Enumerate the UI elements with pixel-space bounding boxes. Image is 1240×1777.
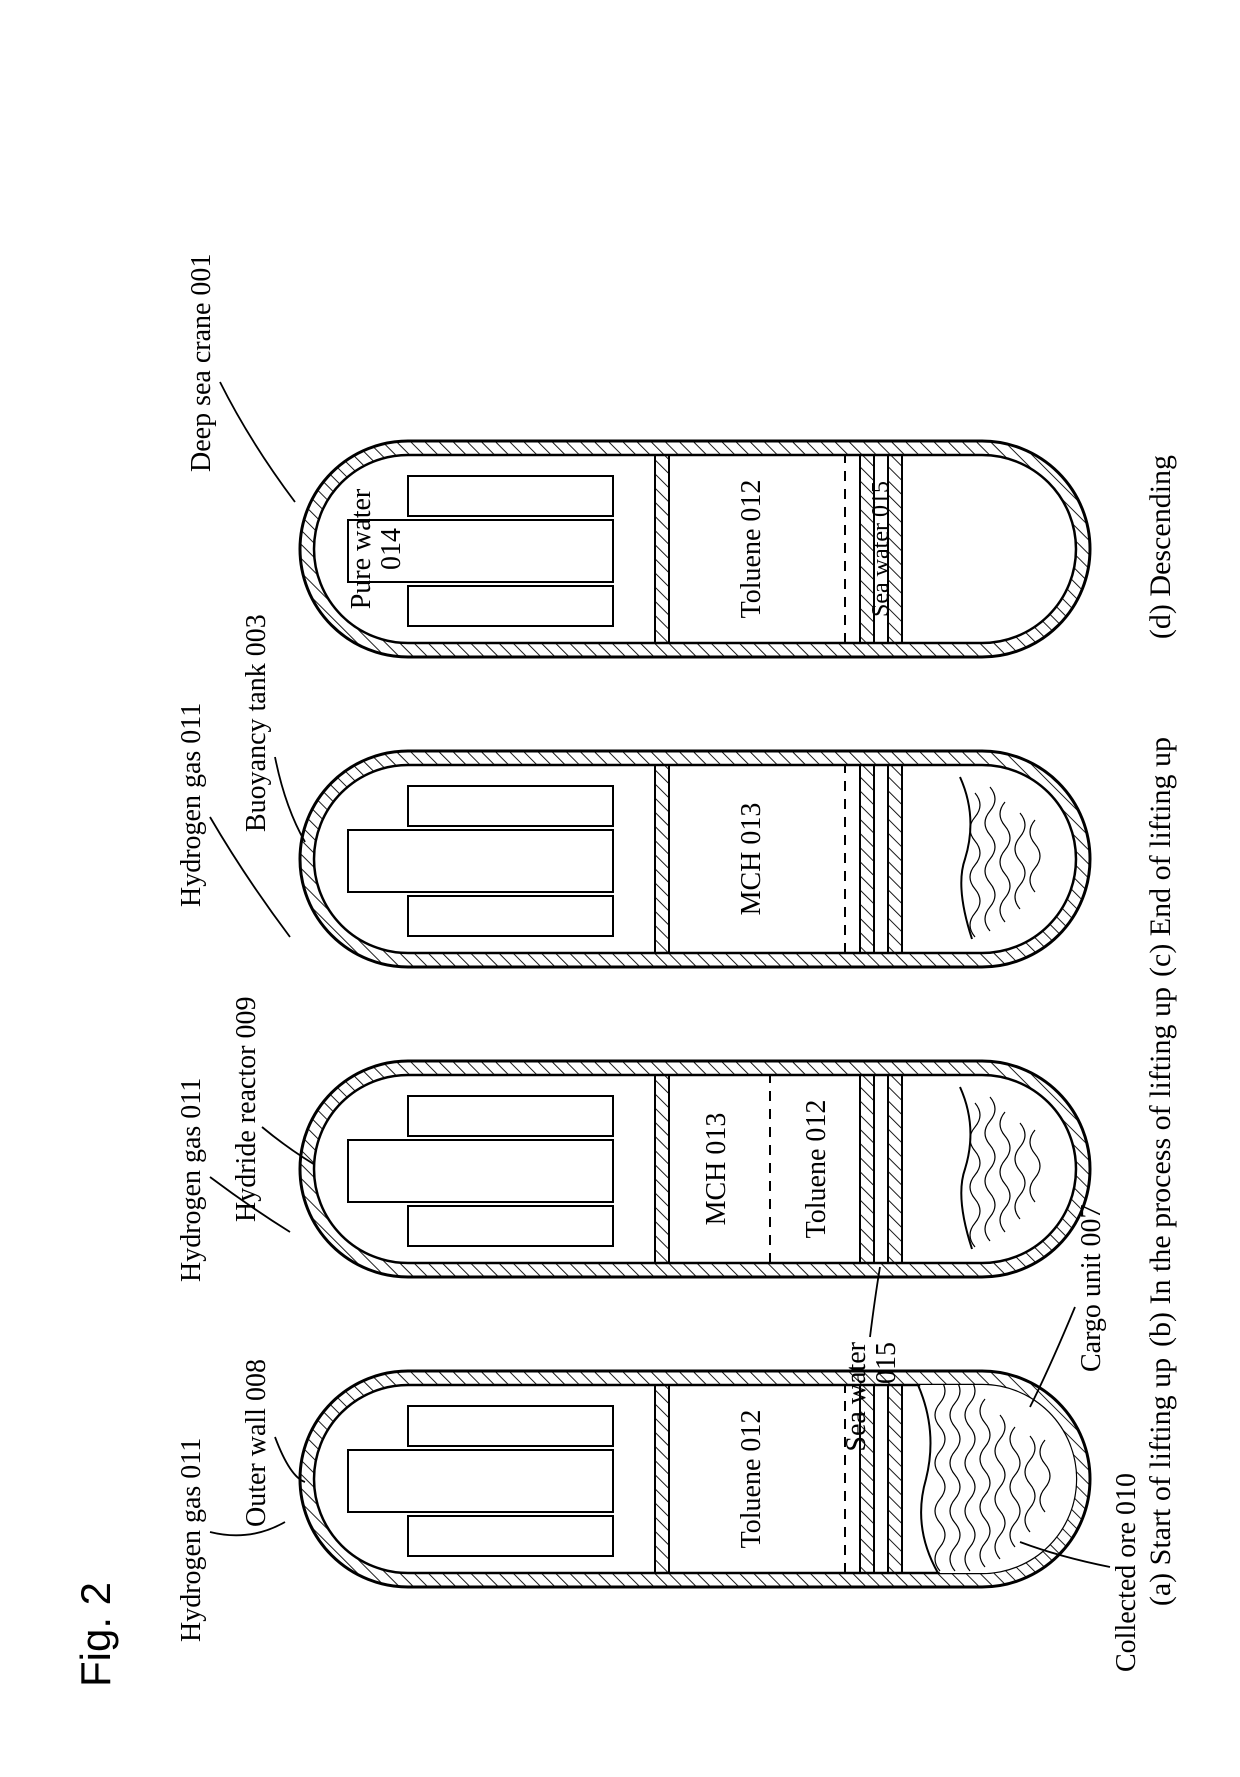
label-seawater-d: Sea water 015	[868, 481, 894, 617]
label-deep-sea-crane: Deep sea crane 001	[186, 254, 217, 472]
caption-c: (c) End of lifting up	[1144, 737, 1177, 977]
label-seawater-side: Sea water	[841, 1341, 872, 1451]
label-pure-water-num: 014	[376, 528, 407, 570]
capsule-d: Pure water 014 Toluene 012 Sea water 015	[300, 441, 1090, 657]
label-outer-wall: Outer wall 008	[241, 1359, 272, 1527]
leader-line	[210, 817, 290, 937]
label-buoyancy-tank: Buoyancy tank 003	[241, 614, 272, 832]
label-collected-ore: Collected ore 010	[1111, 1473, 1142, 1672]
caption-a: (a) Start of lifting up	[1144, 1358, 1177, 1606]
capsule-a: Toluene 012	[300, 1371, 1090, 1587]
label-toluene-a: Toluene 012	[736, 1410, 767, 1549]
label-seawater-side-num: 015	[871, 1342, 902, 1384]
label-hydrogen-gas-b: Hydrogen gas 011	[176, 1078, 207, 1282]
label-pure-water: Pure water	[346, 488, 377, 609]
caption-d: (d) Descending	[1144, 455, 1177, 639]
leader-line	[275, 757, 305, 842]
figure-canvas: Fig. 2 Hydrogen gas 011 Outer wall 008 H…	[0, 0, 1240, 1777]
label-mch-b: MCH 013	[701, 1113, 732, 1226]
capsule-c: MCH 013	[300, 751, 1090, 967]
leader-line	[1030, 1307, 1075, 1407]
label-hydrogen-gas-c: Hydrogen gas 011	[176, 703, 207, 907]
label-hydride-reactor: Hydride reactor 009	[231, 997, 262, 1222]
caption-b: (b) In the process of lifting up	[1144, 987, 1177, 1347]
leader-line	[220, 382, 295, 502]
label-hydrogen-gas-a: Hydrogen gas 011	[176, 1438, 207, 1642]
capsule-b: MCH 013 Toluene 012	[300, 1061, 1090, 1277]
label-cargo-unit: Cargo unit 007	[1076, 1205, 1107, 1372]
label-toluene-d: Toluene 012	[736, 480, 767, 619]
label-mch-c: MCH 013	[736, 803, 767, 916]
figure-title: Fig. 2	[72, 1582, 119, 1687]
label-toluene-b: Toluene 012	[801, 1100, 832, 1239]
